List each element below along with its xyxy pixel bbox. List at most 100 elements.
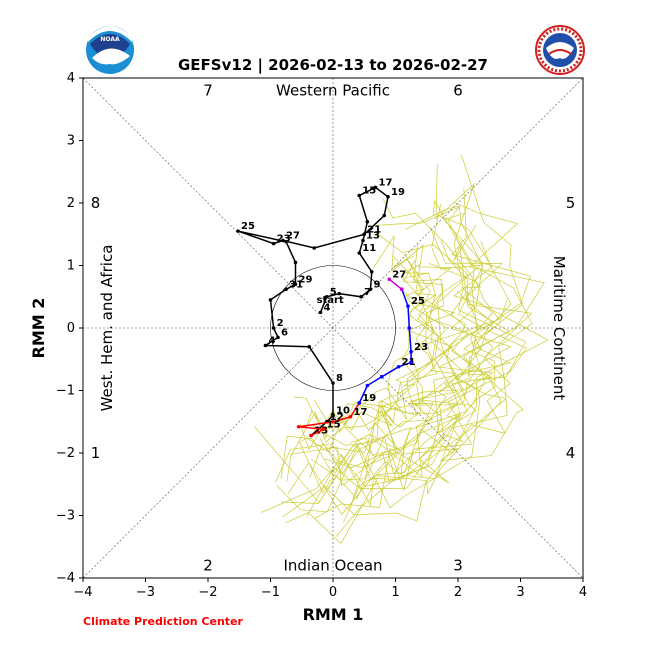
chart-title: GEFSv12 | 2026-02-13 to 2026-02-27	[178, 56, 488, 75]
phase-number: 8	[91, 194, 101, 212]
observed-day-label: 4	[269, 336, 276, 347]
phase-number: 2	[203, 557, 213, 575]
y-tick-label: −4	[56, 571, 75, 586]
observed-point	[382, 213, 387, 218]
forecast-0-line	[298, 402, 360, 437]
y-tick-label: 1	[67, 259, 75, 274]
observed-point	[386, 194, 390, 199]
ensemble-track	[314, 214, 549, 519]
phase-number: 7	[203, 82, 213, 100]
forecast-0-point	[296, 424, 301, 429]
forecast-0-day-label: 17	[354, 407, 368, 418]
observed-day-label: 6	[281, 327, 288, 338]
forecast-1-day-label: 23	[414, 342, 428, 353]
forecast-2-line	[388, 278, 403, 290]
observed-point	[281, 238, 285, 243]
phase-number: 1	[91, 444, 101, 462]
observed-day-label: 13	[366, 231, 380, 242]
ensemble-track	[313, 255, 448, 431]
forecast-0-point	[309, 433, 313, 438]
x-tick-label: −3	[136, 585, 155, 600]
observed-day-label: 25	[241, 221, 255, 232]
forecast-0-point	[348, 414, 353, 419]
forecast-1-point	[365, 383, 370, 388]
observed-point	[276, 335, 280, 340]
observed-day-label: 23	[277, 234, 291, 245]
x-tick-label: 2	[454, 585, 462, 600]
forecast-1-point	[406, 304, 410, 308]
forecast-2-point	[387, 277, 392, 282]
y-tick-label: 3	[67, 134, 75, 149]
ensemble-track	[344, 235, 453, 429]
observed-day-label: 9	[374, 279, 381, 290]
ensemble-track	[280, 291, 482, 479]
observed-point	[362, 232, 367, 237]
phase-number: 6	[453, 82, 463, 100]
observed-point	[365, 219, 370, 224]
observed-point	[331, 413, 335, 418]
region-label-bottom: Indian Ocean	[283, 557, 382, 575]
y-tick-label: −2	[56, 446, 75, 461]
observed-point	[373, 185, 378, 190]
forecast-2-point	[399, 287, 404, 292]
ensemble-track	[293, 289, 456, 439]
forecast-1-point	[357, 401, 362, 405]
y-tick-label: −3	[56, 509, 75, 524]
observed-day-label: 2	[277, 318, 284, 329]
x-axis-label: RMM 1	[303, 605, 364, 624]
observed-point	[324, 294, 329, 299]
observed-point	[361, 238, 365, 243]
observed-day-label: 5	[330, 287, 337, 298]
x-tick-label: 4	[579, 585, 587, 600]
observed-point	[331, 381, 335, 385]
observed-point	[357, 251, 362, 255]
forecast-1-point	[407, 326, 412, 330]
observed-point	[271, 241, 276, 246]
observed-point	[263, 343, 268, 348]
ensemble-track	[261, 199, 533, 513]
ensemble-track	[335, 201, 545, 537]
observed-point	[268, 298, 273, 302]
observed-point	[312, 246, 317, 250]
x-tick-label: 0	[329, 585, 337, 600]
x-tick-label: −1	[261, 585, 280, 600]
forecast-1-day-label: 25	[411, 296, 425, 307]
ensemble-track	[287, 240, 512, 516]
observed-day-label: 19	[391, 187, 405, 198]
y-axis-label: RMM 2	[29, 298, 48, 359]
ensemble-track	[281, 203, 482, 504]
credit-text: Climate Prediction Center	[83, 615, 243, 628]
phase-number: 3	[453, 557, 463, 575]
observed-point	[293, 260, 298, 265]
region-label-right: Maritime Continent	[550, 256, 568, 401]
region-label-left: West. Hem. and Africa	[98, 245, 116, 412]
region-label-top: Western Pacific	[276, 82, 390, 100]
forecast-0-point	[321, 427, 326, 432]
phase-number: 4	[566, 444, 576, 462]
x-tick-label: 1	[391, 585, 399, 600]
ensemble-track	[343, 163, 527, 523]
ensemble-track	[327, 231, 435, 453]
observed-day-label: 12	[330, 412, 344, 423]
noaa-logo-text: NOAA	[100, 36, 120, 43]
nws-logo	[535, 25, 585, 75]
ensemble-tracks	[254, 154, 549, 545]
observed-day-label: 27	[286, 231, 300, 242]
y-tick-label: 0	[67, 321, 75, 336]
forecast-0-day-label: 15	[327, 419, 341, 430]
x-tick-label: −2	[198, 585, 217, 600]
observed-day-label: 29	[299, 274, 313, 285]
y-tick-label: 4	[67, 71, 75, 86]
observed-day-label: 7	[364, 287, 371, 298]
observed-point	[271, 326, 276, 330]
observed-day-label: 4	[324, 302, 331, 313]
observed-day-label: 15	[362, 186, 376, 197]
forecast-1-day-label: 21	[402, 357, 416, 368]
ensemble-track	[349, 206, 494, 509]
forecast-1-point	[396, 364, 401, 369]
ensemble-track	[276, 299, 508, 513]
observed-point	[307, 344, 312, 349]
observed-day-label: 8	[336, 373, 343, 384]
